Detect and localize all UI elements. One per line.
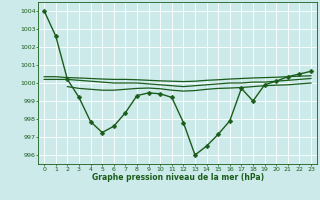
X-axis label: Graphe pression niveau de la mer (hPa): Graphe pression niveau de la mer (hPa)	[92, 173, 264, 182]
